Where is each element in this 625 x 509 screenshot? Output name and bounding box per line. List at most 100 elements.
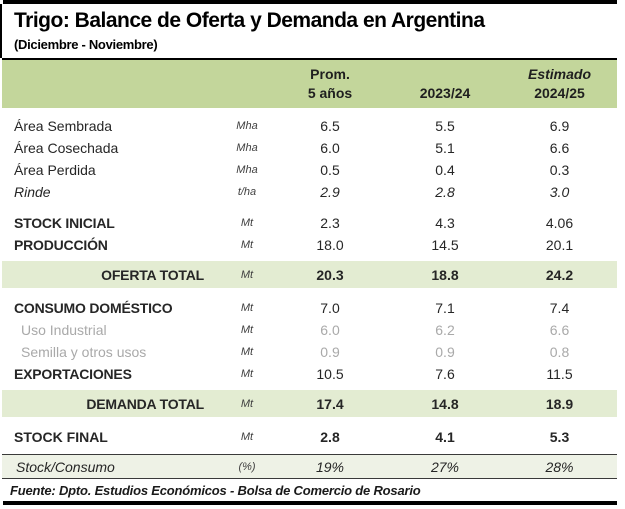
row-value-col2: 2.8 xyxy=(435,184,455,200)
row-value-col1: 6.5 xyxy=(320,118,340,134)
page-title: Trigo: Balance de Oferta y Demanda en Ar… xyxy=(14,9,485,32)
row-unit: Mt xyxy=(240,324,254,336)
table-row: Área Sembrada Mha 6.5 5.5 6.9 xyxy=(2,115,617,137)
row-value-col1: 6.0 xyxy=(320,322,340,338)
table-body: Área Sembrada Mha 6.5 5.5 6.9 Área Cosechada M… xyxy=(2,108,617,479)
title-block: Trigo: Balance de Oferta y Demanda en Ar… xyxy=(0,4,625,58)
row-label: Stock/Consumo xyxy=(16,458,115,475)
row-value-col3: 28% xyxy=(545,458,574,475)
row-value-col1: 2.3 xyxy=(320,215,340,231)
row-value-col3: 4.06 xyxy=(545,215,574,231)
row-value-col1: 18.0 xyxy=(316,237,344,253)
row-value-col2: 7.6 xyxy=(435,366,455,382)
row-value-col2: 4.1 xyxy=(435,429,455,445)
source-note: Fuente: Dpto. Estudios Económicos - Bols… xyxy=(10,483,421,498)
row-value-col1: 6.0 xyxy=(320,140,340,156)
row-value-col2: 0.9 xyxy=(435,344,455,360)
row-label: EXPORTACIONES xyxy=(14,366,132,382)
row-label: Área Perdida xyxy=(14,162,96,178)
row-unit: Mt xyxy=(240,346,254,358)
row-value-col2: 5.5 xyxy=(435,118,455,134)
row-label: OFERTA TOTAL xyxy=(101,266,204,283)
column-header-2023-24-label: 2023/24 xyxy=(419,85,471,102)
row-value-col1: 17.4 xyxy=(316,395,344,412)
row-label: Área Cosechada xyxy=(14,140,119,156)
row-value-col2: 27% xyxy=(430,458,460,475)
row-value-col3: 6.6 xyxy=(549,322,570,338)
row-value-col1: 2.9 xyxy=(320,184,340,200)
page-subtitle: (Diciembre - Noviembre) xyxy=(14,37,158,53)
top-rule xyxy=(3,0,617,4)
row-value-col1: 10.5 xyxy=(316,366,344,382)
table-row: Área Cosechada Mha 6.0 5.1 6.6 xyxy=(2,137,617,159)
column-header-avg: Prom. 5 años xyxy=(272,64,388,103)
column-header-estimate-line1: Estimado xyxy=(527,66,591,83)
column-header-avg-line1: Prom. xyxy=(310,66,350,83)
row-value-col3: 24.2 xyxy=(545,266,574,283)
bottom-rule xyxy=(3,501,617,505)
row-unit: Mt xyxy=(240,302,254,314)
row-unit: (%) xyxy=(238,460,256,473)
table-row: Rinde t/ha 2.9 2.8 3.0 xyxy=(2,181,617,203)
table-row: STOCK FINAL Mt 2.8 4.1 5.3 xyxy=(2,426,617,448)
row-value-col2: 4.3 xyxy=(435,215,455,231)
row-unit: Mt xyxy=(240,368,254,380)
table-row: Semilla y otros usos Mt 0.9 0.9 0.8 xyxy=(2,341,617,363)
column-header-spacer-unit xyxy=(222,64,272,103)
row-value-col2: 6.2 xyxy=(435,322,455,338)
table-row: CONSUMO DOMÉSTICO Mt 7.0 7.1 7.4 xyxy=(2,297,617,319)
row-unit: Mt xyxy=(240,397,254,410)
row-value-col1: 20.3 xyxy=(316,266,344,283)
row-label: Semilla y otros usos xyxy=(21,344,147,360)
row-label: DEMANDA TOTAL xyxy=(86,395,204,412)
row-label: Área Sembrada xyxy=(14,118,113,134)
row-value-col3: 0.3 xyxy=(549,162,570,178)
row-unit: Mha xyxy=(236,164,258,176)
row-label: Rinde xyxy=(14,184,51,200)
row-value-col2: 0.4 xyxy=(435,162,455,178)
header-divider xyxy=(2,58,617,60)
row-value-col2: 18.8 xyxy=(431,266,459,283)
row-value-col1: 19% xyxy=(315,458,345,475)
row-value-col3: 18.9 xyxy=(545,395,574,412)
row-value-col1: 0.9 xyxy=(320,344,340,360)
row-unit: t/ha xyxy=(237,186,257,198)
row-value-col2: 5.1 xyxy=(435,140,455,156)
column-header-avg-line2: 5 años xyxy=(307,85,353,102)
total-row: DEMANDA TOTAL Mt 17.4 14.8 18.9 xyxy=(2,390,617,417)
row-value-col3: 6.9 xyxy=(549,118,570,134)
row-unit: Mt xyxy=(240,431,254,443)
table-row: STOCK INICIAL Mt 2.3 4.3 4.06 xyxy=(2,212,617,234)
row-label: STOCK INICIAL xyxy=(14,215,115,231)
row-label: PRODUCCIÓN xyxy=(14,237,108,253)
row-value-col3: 6.6 xyxy=(549,140,570,156)
row-value-col2: 7.1 xyxy=(435,300,455,316)
table-row: EXPORTACIONES Mt 10.5 7.6 11.5 xyxy=(2,363,617,385)
column-header-estimate: Estimado 2024/25 xyxy=(502,64,617,103)
column-header-estimate-line2: 2024/25 xyxy=(534,85,585,102)
row-unit: Mt xyxy=(240,268,254,281)
total-row: OFERTA TOTAL Mt 20.3 18.8 24.2 xyxy=(2,261,617,288)
row-unit: Mha xyxy=(236,120,258,132)
table-row: PRODUCCIÓN Mt 18.0 14.5 20.1 xyxy=(2,234,617,256)
row-value-col3: 7.4 xyxy=(549,300,570,316)
row-value-col3: 3.0 xyxy=(549,184,570,200)
column-header-band: Prom. 5 años 2023/24 Estimado 2024/25 xyxy=(2,60,617,108)
row-value-col1: 7.0 xyxy=(320,300,340,316)
row-unit: Mt xyxy=(240,239,254,251)
table-row: Área Perdida Mha 0.5 0.4 0.3 xyxy=(2,159,617,181)
row-label: Uso Industrial xyxy=(21,322,107,338)
row-value-col2: 14.8 xyxy=(431,395,459,412)
row-value-col1: 0.5 xyxy=(320,162,340,178)
row-label: CONSUMO DOMÉSTICO xyxy=(14,300,173,316)
column-header-spacer-label xyxy=(2,64,222,103)
column-header-2023-24: 2023/24 xyxy=(388,64,502,103)
row-value-col3: 5.3 xyxy=(549,429,570,445)
row-unit: Mt xyxy=(240,217,254,229)
row-unit: Mha xyxy=(236,142,258,154)
ratio-row: Stock/Consumo (%) 19% 27% 28% xyxy=(2,454,617,479)
row-value-col3: 20.1 xyxy=(545,237,574,253)
row-value-col2: 14.5 xyxy=(431,237,459,253)
row-value-col1: 2.8 xyxy=(320,429,340,445)
